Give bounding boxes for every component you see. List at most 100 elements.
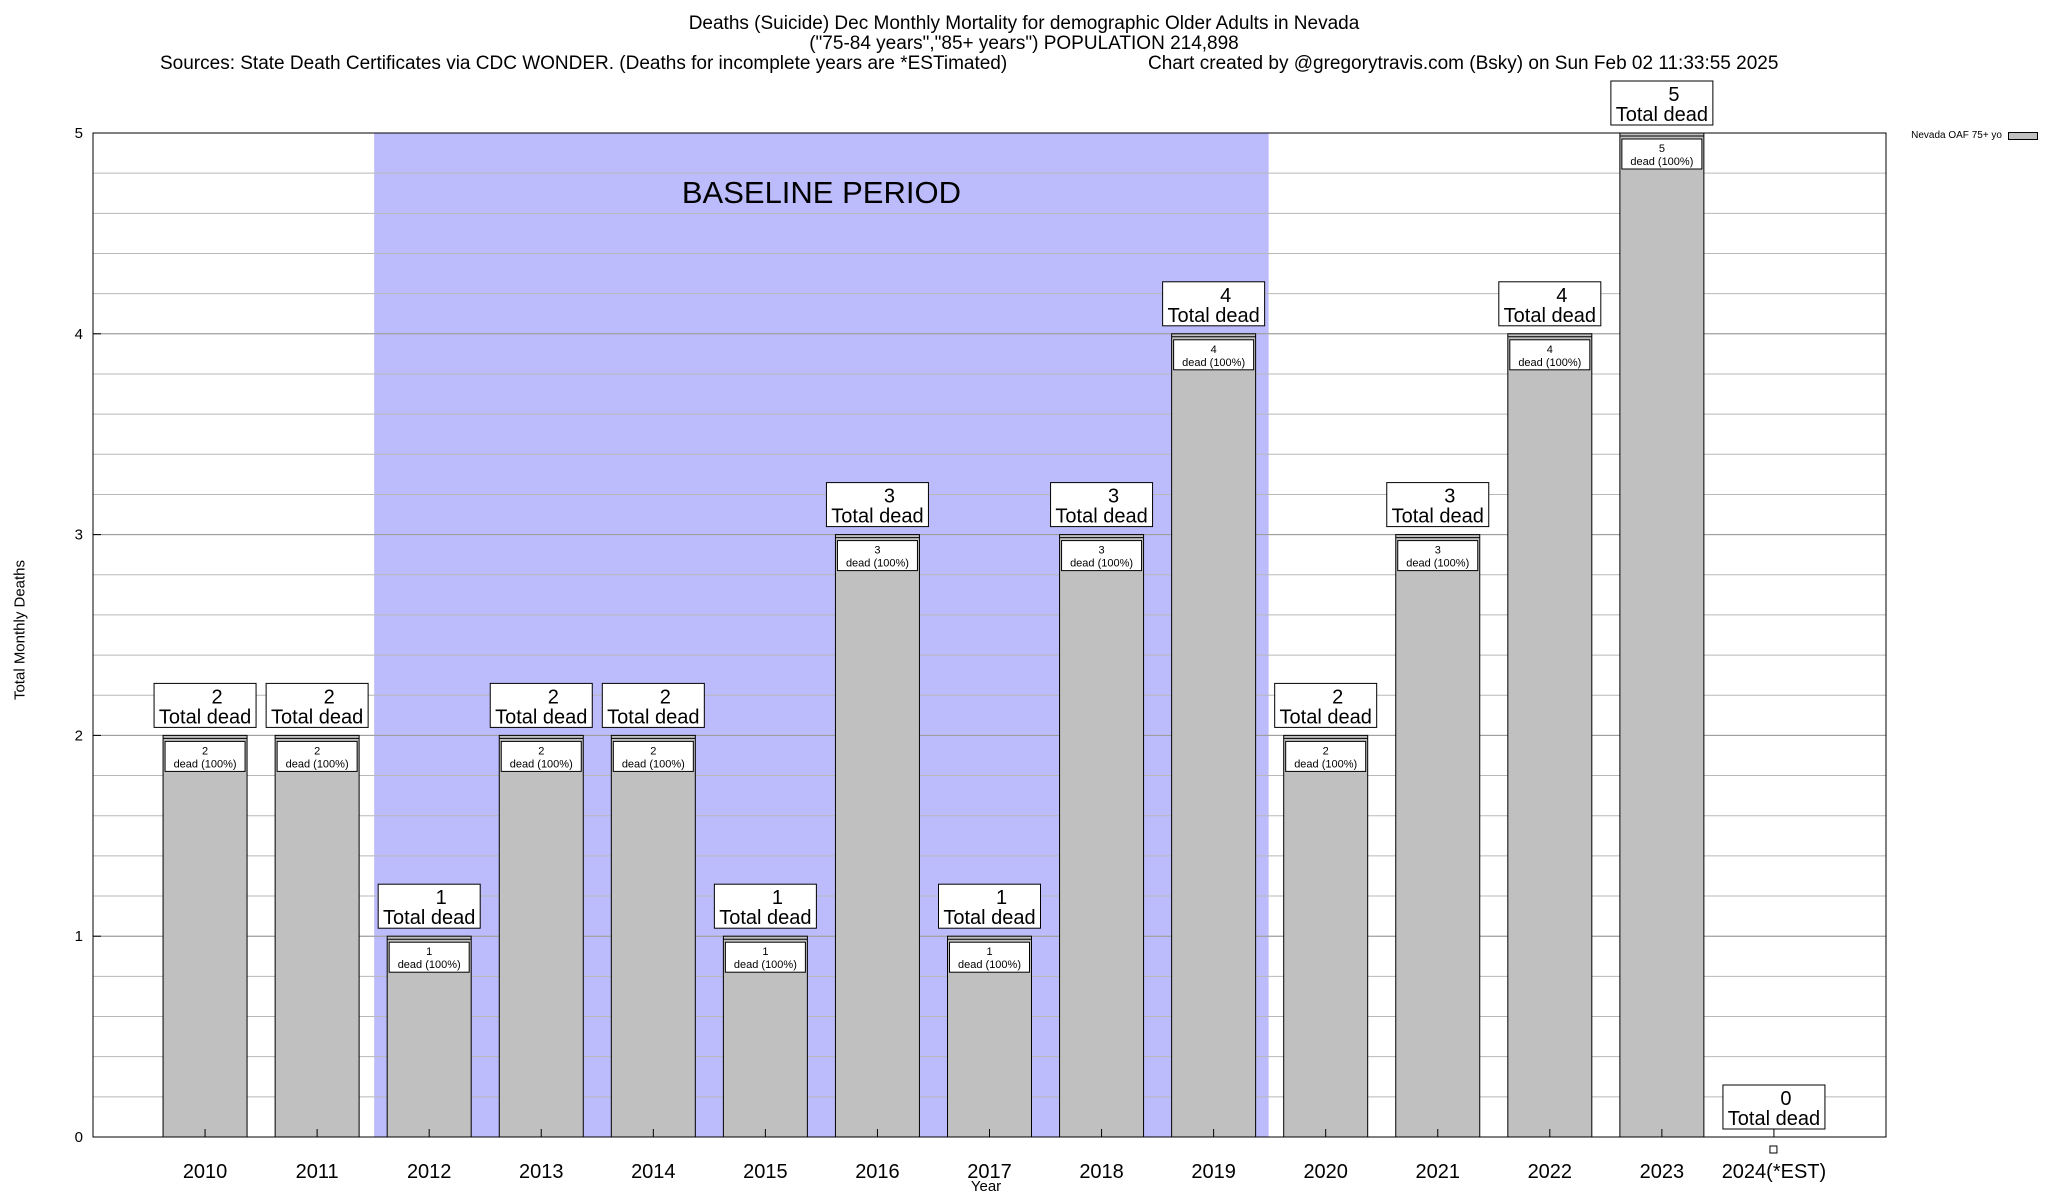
x-tick-label: 2021 <box>1416 1161 1461 1183</box>
bar-inner-value: 3 <box>874 545 880 557</box>
bar-inner-label-box <box>1397 540 1479 572</box>
bar-total-label: Total dead <box>607 706 699 728</box>
bar-total-value: 3 <box>1108 486 1119 508</box>
bar-inner-label: dead (100%) <box>622 758 685 770</box>
bar-total-value: 2 <box>1332 686 1343 708</box>
bar-inner-label-box <box>1621 138 1703 170</box>
bar-inner-label: dead (100%) <box>1518 357 1581 369</box>
source-note: Sources: State Death Certificates via CD… <box>160 53 1008 74</box>
bar-total-label-box <box>377 883 481 929</box>
bar-total-label: Total dead <box>943 907 1035 929</box>
bar-total-label: Total dead <box>383 907 475 929</box>
bar-total-label-box <box>489 682 593 728</box>
bar-total-value: 2 <box>212 686 223 708</box>
bar-total-label: Total dead <box>1280 706 1372 728</box>
title-line-2: ("75-84 years","85+ years") POPULATION 2… <box>809 33 1239 54</box>
x-tick-label: 2016 <box>855 1161 900 1183</box>
x-tick-label: 2022 <box>1528 1161 1573 1183</box>
bar-inner-label-box <box>276 740 358 772</box>
bar-total-label-box <box>1386 482 1490 528</box>
bar-total-value: 5 <box>1668 84 1679 106</box>
bar-inner-label-box <box>1285 740 1367 772</box>
bar-total-label-box <box>938 883 1041 929</box>
bar-inner-label-box <box>724 941 806 973</box>
bar-inner-label: dead (100%) <box>1070 558 1133 570</box>
bar <box>1171 333 1257 1138</box>
bar-total-label-box <box>1050 482 1154 528</box>
y-tick-label: 0 <box>75 1129 83 1146</box>
bar <box>274 734 360 1138</box>
bar-total-label-box <box>153 682 257 728</box>
bar-inner-label-box <box>1173 339 1255 371</box>
y-tick-label: 1 <box>75 928 83 945</box>
bar-total-label: Total dead <box>1504 305 1596 327</box>
bar-total-label-box <box>1722 1084 1826 1130</box>
bar-inner-label-box <box>612 740 694 772</box>
bar-inner-label: dead (100%) <box>734 959 797 971</box>
bar-total-value: 3 <box>884 486 895 508</box>
baseline-label: BASELINE PERIOD <box>682 175 961 210</box>
x-tick-label: 2020 <box>1303 1161 1348 1183</box>
chart-title: Deaths (Suicide) Dec Monthly Mortality f… <box>0 14 2048 74</box>
bar-total-value: 1 <box>436 887 447 909</box>
title-line-1: Deaths (Suicide) Dec Monthly Mortality f… <box>688 13 1360 34</box>
bar-inner-label: dead (100%) <box>958 959 1021 971</box>
plot-frame <box>92 132 1887 1138</box>
x-tick-label: 2011 <box>296 1161 339 1183</box>
bar-total-value: 3 <box>1444 486 1455 508</box>
bar-total-value: 2 <box>548 686 559 708</box>
bar-total-value: 1 <box>996 887 1007 909</box>
bar-inner-label: dead (100%) <box>1294 758 1357 770</box>
x-tick-label: 2012 <box>407 1161 452 1183</box>
bar-inner-label-box <box>500 740 582 772</box>
bar-total-label: Total dead <box>719 907 811 929</box>
bar-total-label: Total dead <box>1392 506 1484 528</box>
legend-label: Nevada OAF 75+ yo <box>1911 130 2002 141</box>
bar-inner-label: dead (100%) <box>510 758 573 770</box>
bar-inner-value: 3 <box>1435 545 1441 557</box>
bar-total-value: 0 <box>1780 1088 1791 1110</box>
bar-total-label-box <box>1610 80 1714 126</box>
bar-inner-label-box <box>164 740 246 772</box>
bar <box>1395 534 1481 1138</box>
zero-marker <box>1769 1145 1778 1154</box>
x-tick-label: 2023 <box>1640 1161 1685 1183</box>
bar <box>834 534 920 1138</box>
bar-inner-value: 1 <box>426 946 432 958</box>
y-tick-label: 5 <box>75 125 83 142</box>
bar-total-label-box <box>1274 682 1378 728</box>
bar-total-label: Total dead <box>1616 104 1708 126</box>
bar-total-value: 4 <box>1220 285 1231 307</box>
bar-total-value: 4 <box>1556 285 1567 307</box>
bar-inner-label-box <box>1061 540 1143 572</box>
bar-total-label-box <box>713 883 817 929</box>
x-tick-label: 2014 <box>631 1161 676 1183</box>
bar <box>1059 534 1145 1138</box>
bar-inner-label: dead (100%) <box>1406 558 1469 570</box>
bar-inner-value: 1 <box>986 946 992 958</box>
x-axis-label: Year <box>970 1178 1002 1195</box>
bar-total-label-box <box>1498 281 1602 327</box>
x-tick-label: 2017 <box>967 1161 1012 1183</box>
y-tick-label: 2 <box>75 727 83 744</box>
bar-total-label: Total dead <box>1728 1108 1820 1130</box>
bar-total-value: 2 <box>324 686 335 708</box>
bar-inner-label-box <box>388 941 470 973</box>
x-tick-label: 2019 <box>1191 1161 1236 1183</box>
bar <box>1619 132 1705 1138</box>
bar-total-label-box <box>1162 281 1266 327</box>
bar-inner-value: 5 <box>1659 143 1665 155</box>
bar-inner-label: dead (100%) <box>174 758 237 770</box>
bar-inner-value: 3 <box>1099 545 1105 557</box>
bar-inner-value: 4 <box>1211 344 1217 356</box>
y-tick-label: 4 <box>75 326 83 343</box>
bar-inner-value: 2 <box>314 745 320 757</box>
bar <box>1507 333 1593 1138</box>
bar-inner-label-box <box>949 941 1030 973</box>
bar-inner-value: 2 <box>650 745 656 757</box>
x-tick-label: 2010 <box>183 1161 228 1183</box>
bar-inner-value: 1 <box>762 946 768 958</box>
bar-total-label: Total dead <box>831 506 923 528</box>
bar-total-label: Total dead <box>271 706 363 728</box>
